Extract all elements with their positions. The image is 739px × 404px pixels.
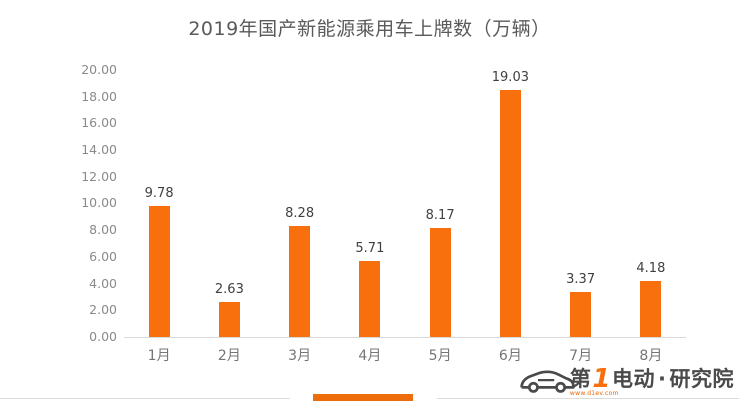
logo-dot: · — [658, 367, 667, 391]
bar-jan — [148, 206, 170, 337]
y-tick-label: 4.00 — [89, 275, 117, 291]
bar-value-label: 2.63 — [214, 281, 244, 297]
bar-column-jan: 9.78 — [124, 70, 194, 337]
bar-jul — [570, 292, 592, 337]
x-axis-label: 5月 — [428, 348, 452, 364]
logo-part1: 第 — [569, 367, 592, 391]
plot-area: 9.78 2.63 8.28 5.71 8.17 19.03 3.37 4.1 — [124, 70, 686, 338]
bar-column-may: 8.17 — [405, 70, 475, 337]
bar-column-jun: 19.03 — [475, 70, 545, 337]
y-tick-label: 16.00 — [81, 115, 117, 131]
y-axis: 20.00 18.00 16.00 14.00 12.00 10.00 8.00… — [40, 62, 117, 345]
bar-column-feb: 2.63 — [194, 70, 264, 337]
x-axis-label: 7月 — [569, 348, 593, 364]
y-tick-label: 10.00 — [81, 195, 117, 211]
bar-jun — [499, 90, 521, 337]
bar-may — [429, 227, 451, 337]
bar-aug — [640, 281, 662, 337]
bar-mar — [289, 226, 311, 337]
footer-divider-right — [437, 398, 739, 399]
y-tick-label: 20.00 — [81, 62, 117, 77]
y-tick-label: 8.00 — [89, 222, 117, 238]
x-axis-label: 3月 — [288, 348, 312, 364]
footer-accent-bar — [313, 394, 413, 401]
car-icon — [518, 367, 576, 399]
bar-column-apr: 5.71 — [335, 70, 405, 337]
y-tick-label: 0.00 — [89, 328, 117, 344]
bar-value-label: 4.18 — [636, 261, 666, 277]
bar-apr — [359, 260, 381, 337]
bar-column-aug: 4.18 — [616, 70, 686, 337]
x-axis-label: 6月 — [498, 348, 522, 364]
bar-value-label: 3.37 — [566, 272, 596, 288]
bar-value-label: 5.71 — [355, 240, 385, 256]
x-axis: 1月 2月 3月 4月 5月 6月 7月 8月 — [124, 345, 686, 365]
logo-url: www.d1ev.com — [569, 390, 619, 397]
x-axis-label: 8月 — [639, 348, 663, 364]
x-axis-label: 4月 — [358, 348, 382, 364]
y-tick-label: 12.00 — [81, 168, 117, 184]
logo-number-one: 1 — [592, 364, 612, 395]
bar-feb — [218, 301, 240, 337]
logo-part3: 研究院 — [669, 367, 734, 391]
y-tick-label: 18.00 — [81, 88, 117, 104]
bar-value-label: 8.17 — [425, 207, 455, 223]
logo-part2: 电动 — [612, 367, 656, 391]
bar-value-label: 19.03 — [491, 70, 529, 85]
logo-text: 第 1 电动 · 研究院 — [569, 364, 734, 395]
bar-value-label: 9.78 — [144, 186, 174, 202]
bar-column-jul: 3.37 — [546, 70, 616, 337]
y-tick-label: 2.00 — [89, 302, 117, 318]
y-tick-label: 6.00 — [89, 248, 117, 264]
x-axis-label: 1月 — [147, 348, 171, 364]
brand-logo: 第 1 电动 · 研究院 www.d1ev.com — [518, 364, 734, 399]
y-tick-label: 14.00 — [81, 142, 117, 158]
chart-title: 2019年国产新能源乘用车上牌数（万辆） — [188, 18, 551, 40]
x-axis-label: 2月 — [217, 348, 241, 364]
logo-text-block: 第 1 电动 · 研究院 www.d1ev.com — [569, 364, 734, 397]
bar-value-label: 8.28 — [285, 206, 315, 222]
bar-column-mar: 8.28 — [265, 70, 335, 337]
footer-divider-left — [0, 398, 290, 399]
